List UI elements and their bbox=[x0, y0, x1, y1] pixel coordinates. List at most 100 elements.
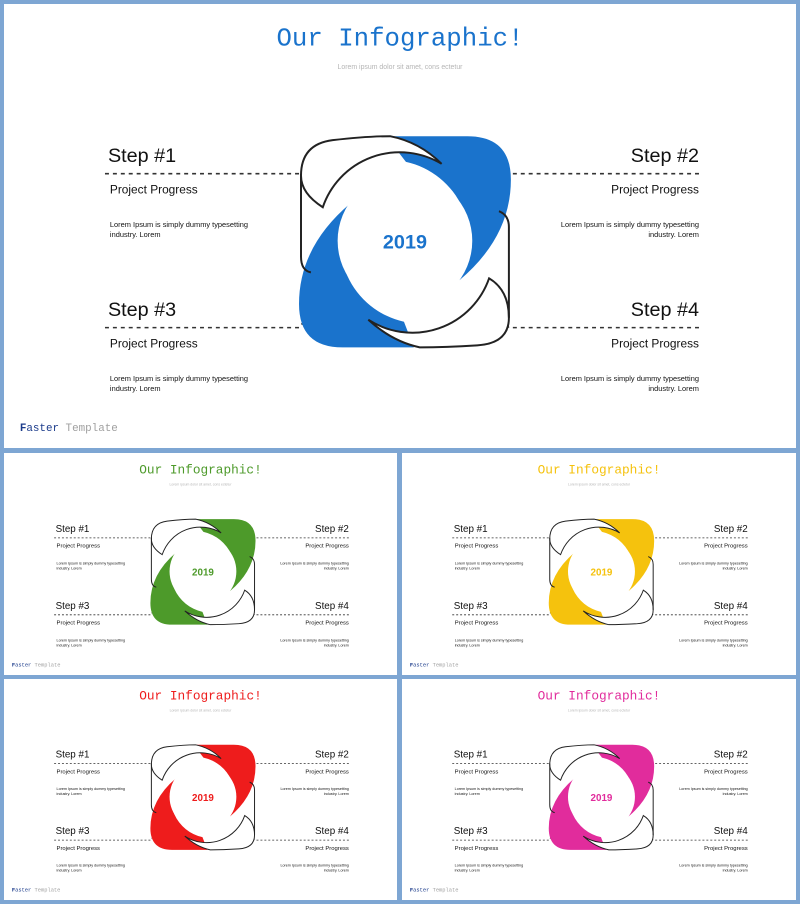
slide-blue-large: Our Infographic! Lorem ipsum dolor sit am… bbox=[4, 4, 796, 448]
petal-top-right bbox=[193, 744, 256, 817]
brand-initial: F bbox=[410, 662, 413, 669]
brand-word-1: aster bbox=[413, 888, 429, 894]
center-circle bbox=[567, 763, 635, 831]
step-3-desc-line1: Lorem Ipsum is simply dummy typesetting bbox=[455, 864, 523, 868]
step-3-subtitle: Project Progress bbox=[455, 846, 499, 852]
slide-canvas: Our Infographic! Lorem ipsum dolor sit am… bbox=[12, 463, 350, 669]
step-2-desc-line1: Lorem Ipsum is simply dummy typesetting bbox=[679, 561, 748, 565]
step-3-desc-line1: Lorem Ipsum is simply dummy typesetting bbox=[57, 864, 125, 868]
step-3-title: Step #3 bbox=[56, 601, 90, 612]
step-2-desc-line1: Lorem Ipsum is simply dummy typesetting bbox=[679, 787, 747, 791]
connector-step-1 bbox=[104, 172, 320, 194]
petal-top-left bbox=[549, 518, 621, 556]
step-4-subtitle: Project Progress bbox=[704, 621, 748, 627]
step-2-subtitle: Project Progress bbox=[305, 544, 349, 550]
step-3-desc-line2: industry. Lorem bbox=[110, 384, 161, 393]
center-year: 2019 bbox=[591, 793, 613, 804]
center-circle bbox=[169, 763, 237, 831]
petal-outline-left bbox=[150, 537, 157, 588]
step-4-subtitle: Project Progress bbox=[704, 846, 748, 852]
step-1-subtitle: Project Progress bbox=[455, 544, 499, 550]
page-title: Our Infographic! bbox=[538, 689, 661, 704]
page-title: Our Infographic! bbox=[139, 689, 262, 704]
step-1-desc-line2: industry. Lorem bbox=[455, 792, 480, 796]
step-3-title: Step #3 bbox=[56, 826, 90, 837]
petal-top-left bbox=[150, 518, 222, 556]
petal-bottom-left bbox=[299, 203, 414, 348]
connector-step-3 bbox=[54, 604, 159, 616]
brand-initial: F bbox=[410, 888, 413, 894]
step-1-subtitle: Project Progress bbox=[57, 769, 100, 775]
step-2-title: Step #2 bbox=[714, 524, 748, 535]
center-circle bbox=[567, 537, 635, 605]
petal-outline-right bbox=[648, 781, 654, 836]
step-4-title: Step #4 bbox=[714, 601, 748, 612]
petal-bottom-right bbox=[367, 276, 510, 349]
step-4-desc-line2: industry. Lorem bbox=[324, 643, 349, 647]
step-1-subtitle: Project Progress bbox=[110, 182, 198, 196]
petal-bottom-left bbox=[150, 778, 208, 850]
step-3-desc-line2: industry. Lorem bbox=[57, 869, 82, 873]
petal-outline-left bbox=[549, 537, 555, 588]
cycle-graphic bbox=[299, 135, 511, 349]
cycle-graphic bbox=[150, 744, 256, 851]
slide-canvas: Our Infographic! Lorem ipsum dolor sit am… bbox=[410, 689, 748, 894]
center-year: 2019 bbox=[192, 793, 214, 804]
step-1-desc-line1: Lorem Ipsum is simply dummy typesetting bbox=[455, 561, 524, 565]
petal-top-left bbox=[150, 744, 222, 781]
petal-outline-left bbox=[150, 763, 157, 814]
brand-word-1: aster bbox=[26, 423, 59, 435]
brand-word-2: Template bbox=[31, 888, 60, 894]
step-2-subtitle: Project Progress bbox=[704, 769, 748, 775]
brand-word-2: Template bbox=[31, 662, 60, 669]
step-1-desc-line1: Lorem Ipsum is simply dummy typesetting bbox=[57, 787, 125, 791]
step-4-title: Step #4 bbox=[315, 826, 349, 837]
page-subtitle: Lorem ipsum dolor sit amet, cons ectetur bbox=[568, 483, 631, 487]
step-1-desc-line1: Lorem Ipsum is simply dummy typesetting bbox=[455, 787, 523, 791]
brand-initial: F bbox=[20, 423, 27, 435]
petal-outline-right bbox=[249, 781, 256, 836]
step-3-desc-line1: Lorem Ipsum is simply dummy typesetting bbox=[57, 638, 126, 642]
step-2-desc-line1: Lorem Ipsum is simply dummy typesetting bbox=[280, 561, 349, 565]
page-subtitle: Lorem ipsum dolor sit amet, cons ectetur bbox=[170, 483, 233, 487]
step-4-desc-line2: industry. Lorem bbox=[648, 384, 699, 393]
step-1-title: Step #1 bbox=[454, 524, 488, 535]
step-1-desc-line1: Lorem Ipsum is simply dummy typesetting bbox=[57, 561, 126, 565]
step-2-desc-line2: industry. Lorem bbox=[324, 566, 349, 570]
step-2-desc-line2: industry. Lorem bbox=[723, 566, 748, 570]
slide-pink: Our Infographic! Lorem ipsum dolor sit am… bbox=[402, 679, 796, 900]
step-4-desc-line2: industry. Lorem bbox=[723, 643, 748, 647]
petal-bottom-left bbox=[150, 552, 208, 625]
step-3-desc-line1: Lorem Ipsum is simply dummy typesetting bbox=[110, 374, 248, 383]
cycle-graphic bbox=[548, 744, 655, 851]
step-1-desc-line1: Lorem Ipsum is simply dummy typesetting bbox=[110, 220, 248, 229]
brand-word-2: Template bbox=[429, 888, 458, 894]
brand-word-2: Template bbox=[429, 662, 458, 669]
page-subtitle: Lorem ipsum dolor sit amet, cons ectetur bbox=[170, 708, 233, 712]
slide-green: Our Infographic! Lorem ipsum dolor sit am… bbox=[4, 453, 397, 675]
step-3-subtitle: Project Progress bbox=[57, 846, 100, 852]
petal-top-left bbox=[300, 135, 443, 209]
cycle-graphic bbox=[150, 518, 256, 626]
petal-bottom-right bbox=[184, 814, 256, 851]
brand-word-1: aster bbox=[413, 662, 429, 669]
step-1-subtitle: Project Progress bbox=[57, 544, 101, 550]
center-circle bbox=[169, 537, 237, 605]
step-2-subtitle: Project Progress bbox=[305, 769, 348, 775]
slide-red: Our Infographic! Lorem ipsum dolor sit am… bbox=[4, 679, 397, 900]
step-1-desc-line2: industry. Lorem bbox=[455, 566, 480, 570]
step-2-title: Step #2 bbox=[631, 145, 699, 167]
brand-logo: Faster Template bbox=[12, 888, 61, 894]
step-1-desc-line2: industry. Lorem bbox=[110, 230, 161, 239]
step-1-desc-line2: industry. Lorem bbox=[57, 566, 82, 570]
center-circle bbox=[337, 173, 473, 308]
connector-step-1 bbox=[54, 537, 161, 548]
step-4-subtitle: Project Progress bbox=[611, 336, 699, 350]
connector-step-1 bbox=[54, 763, 161, 774]
brand-word-1: aster bbox=[15, 888, 31, 894]
brand-word-2: Template bbox=[59, 423, 118, 435]
brand-initial: F bbox=[12, 888, 15, 894]
step-2-desc-line2: industry. Lorem bbox=[324, 792, 349, 796]
brand-logo: Faster Template bbox=[410, 662, 459, 669]
step-4-desc-line2: industry. Lorem bbox=[324, 869, 349, 873]
